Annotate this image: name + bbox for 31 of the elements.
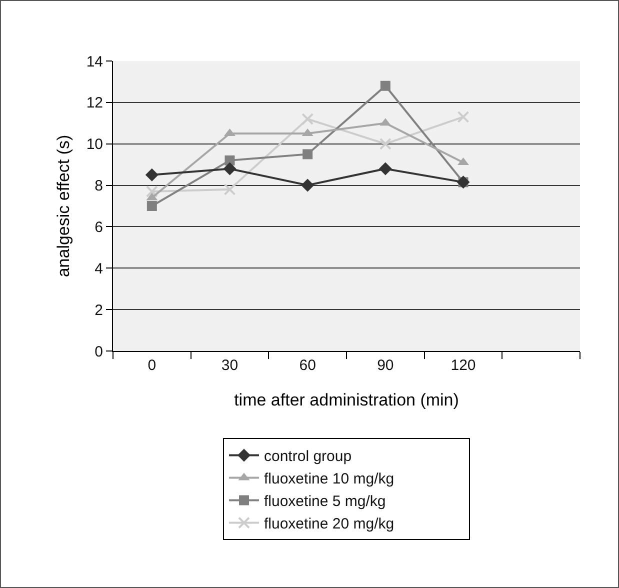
legend-label: fluoxetine 10 mg/kg — [264, 470, 394, 488]
x-tick-label: 0 — [148, 357, 156, 374]
x-tick-label: 90 — [377, 357, 394, 374]
point — [145, 168, 158, 182]
y-axis-title: analgesic effect (s) — [54, 134, 73, 278]
point — [146, 186, 158, 198]
x-tick-label: 30 — [221, 357, 238, 374]
y-tick-label: 4 — [94, 260, 103, 278]
y-tick-label: 6 — [94, 218, 103, 236]
point — [223, 162, 236, 176]
point — [302, 149, 313, 160]
y-tick-label: 0 — [94, 343, 103, 360]
point — [379, 138, 392, 150]
y-tick-label: 12 — [86, 94, 103, 112]
point — [380, 80, 390, 91]
x-tick-label: 120 — [450, 357, 476, 374]
point — [224, 183, 236, 196]
point — [378, 162, 392, 176]
y-tick-label: 8 — [94, 178, 103, 195]
y-tick-label: 2 — [94, 302, 103, 319]
point — [146, 201, 157, 211]
legend-label: fluoxetine 20 mg/kg — [264, 516, 394, 533]
point — [302, 113, 314, 125]
point — [457, 110, 470, 123]
y-tick-label: 14 — [86, 53, 103, 70]
x-axis-title: time after administration (min) — [234, 390, 459, 410]
point — [301, 178, 314, 192]
y-tick-label: 10 — [86, 136, 103, 154]
legend-label: fluoxetine 5 mg/kg — [264, 493, 386, 510]
legend-label: control group — [264, 448, 352, 466]
x-tick-label: 60 — [299, 357, 316, 374]
